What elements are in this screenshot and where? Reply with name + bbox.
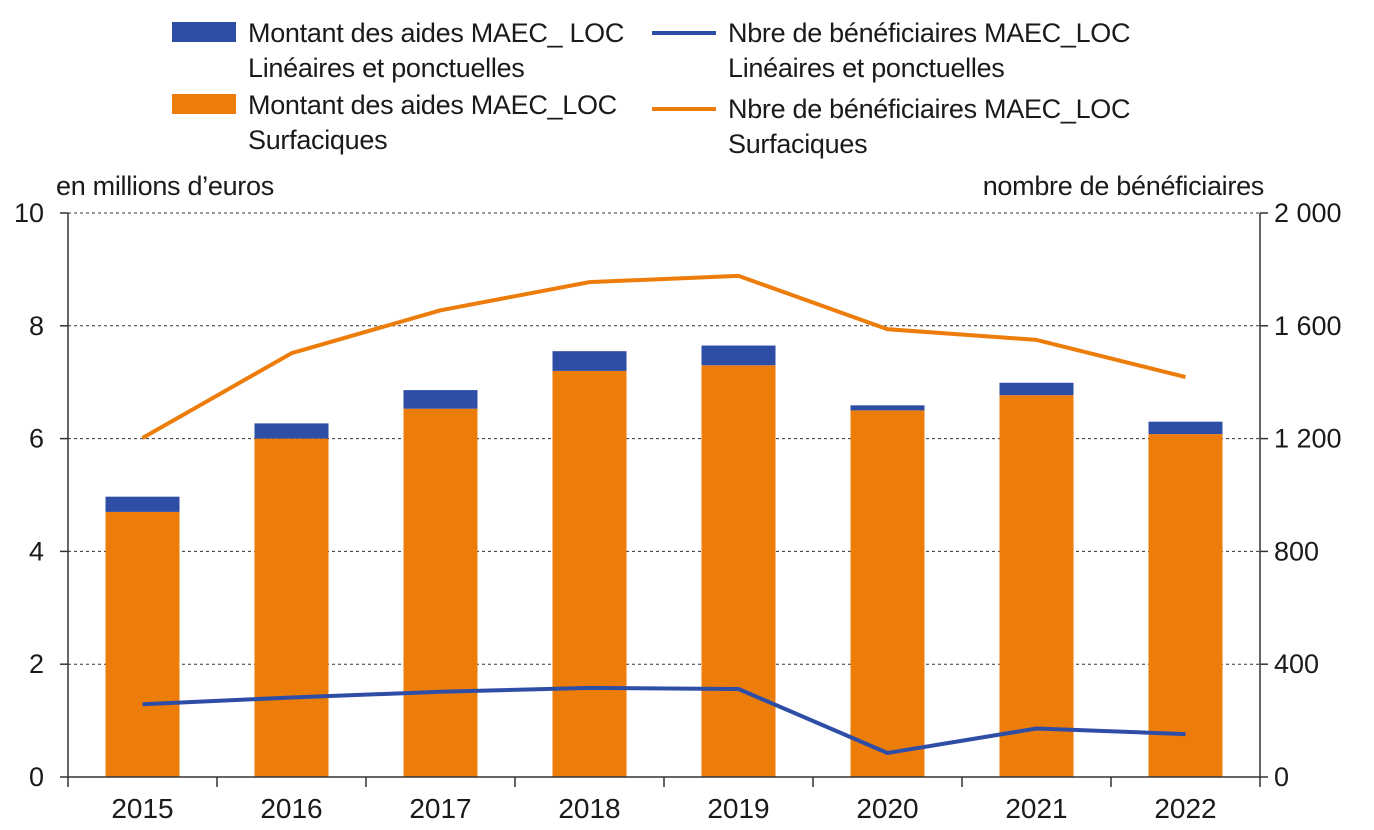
legend-item-bar-linear: Montant des aides MAEC_ LOC Linéaires et… <box>172 16 624 86</box>
legend-label-line-linear: Nbre de bénéficiaires MAEC_LOC Linéaires… <box>728 18 1131 83</box>
x-tick-label-2022: 2022 <box>1154 793 1216 824</box>
bar-series0-2020 <box>850 410 925 777</box>
x-tick-label-2018: 2018 <box>558 793 620 824</box>
bar-series1-2016 <box>254 423 329 439</box>
bars-layer <box>105 345 1223 777</box>
y-right-axis-label: nombre de bénéficiaires <box>982 171 1265 201</box>
x-tick-label-2021: 2021 <box>1005 793 1067 824</box>
x-tick-label-2015: 2015 <box>111 793 173 824</box>
legend-label-bar-surf: Montant des aides MAEC_LOC Surfaciques <box>248 90 617 155</box>
legend-label-bar-linear: Montant des aides MAEC_ LOC Linéaires et… <box>248 18 625 83</box>
legend-item-line-surf: Nbre de bénéficiaires MAEC_LOC Surfaciqu… <box>652 92 1130 162</box>
x-tick-label-2020: 2020 <box>856 793 918 824</box>
y-left-tick-label-8: 8 <box>29 311 44 341</box>
y-right-tick-label-400: 400 <box>1274 649 1319 679</box>
x-tick-label-2017: 2017 <box>409 793 471 824</box>
bar-series0-2015 <box>105 511 180 777</box>
y-left-tick-label-6: 6 <box>29 424 44 454</box>
legend-swatch-bar-surf <box>172 94 236 114</box>
y-left-tick-label-4: 4 <box>29 536 44 566</box>
bar-series1-2019 <box>701 345 776 366</box>
bar-series0-2017 <box>403 408 478 777</box>
legend-swatch-bar-linear <box>172 22 236 42</box>
bar-series1-2018 <box>552 351 627 371</box>
bar-series1-2021 <box>999 382 1074 396</box>
legend-item-bar-surf: Montant des aides MAEC_LOC Surfaciques <box>172 88 617 158</box>
y-left-tick-label-0: 0 <box>29 762 44 792</box>
bar-series0-2022 <box>1148 434 1223 777</box>
bar-series1-2020 <box>850 405 925 411</box>
legend-label-line-surf: Nbre de bénéficiaires MAEC_LOC Surfaciqu… <box>728 94 1131 159</box>
y-right-tick-label-1200: 1 200 <box>1274 424 1342 454</box>
lines-layer <box>141 273 1186 755</box>
legend-swatch-line-surf <box>652 107 716 111</box>
bar-series1-2022 <box>1148 421 1223 435</box>
y-left-tick-label-2: 2 <box>29 649 44 679</box>
labels-layer: 0 2 4 6 8 10 0 400 800 1 200 1 600 2 000 2015 2016 201… <box>14 198 1342 824</box>
legend-item-line-linear: Nbre de bénéficiaires MAEC_LOC Linéaires… <box>652 16 1130 86</box>
legend-swatch-line-linear <box>652 31 716 35</box>
x-tick-label-2016: 2016 <box>260 793 322 824</box>
line-series-0 <box>142 685 1186 755</box>
axes-layer <box>60 212 1268 787</box>
y-left-axis-label: en millions d’euros <box>56 171 274 201</box>
bar-series0-2018 <box>552 370 627 777</box>
bar-series1-2017 <box>403 390 478 409</box>
y-right-tick-label-2000: 2 000 <box>1274 198 1342 228</box>
bar-series0-2021 <box>999 395 1074 777</box>
y-right-tick-label-0: 0 <box>1274 762 1289 792</box>
y-right-tick-label-1600: 1 600 <box>1274 311 1342 341</box>
y-right-tick-label-800: 800 <box>1274 536 1319 566</box>
bar-series0-2016 <box>254 438 329 777</box>
bar-series0-2019 <box>701 365 776 777</box>
x-tick-label-2019: 2019 <box>707 793 769 824</box>
y-left-tick-label-10: 10 <box>14 198 44 228</box>
bar-series1-2015 <box>105 496 180 512</box>
line-series-1 <box>141 273 1186 440</box>
